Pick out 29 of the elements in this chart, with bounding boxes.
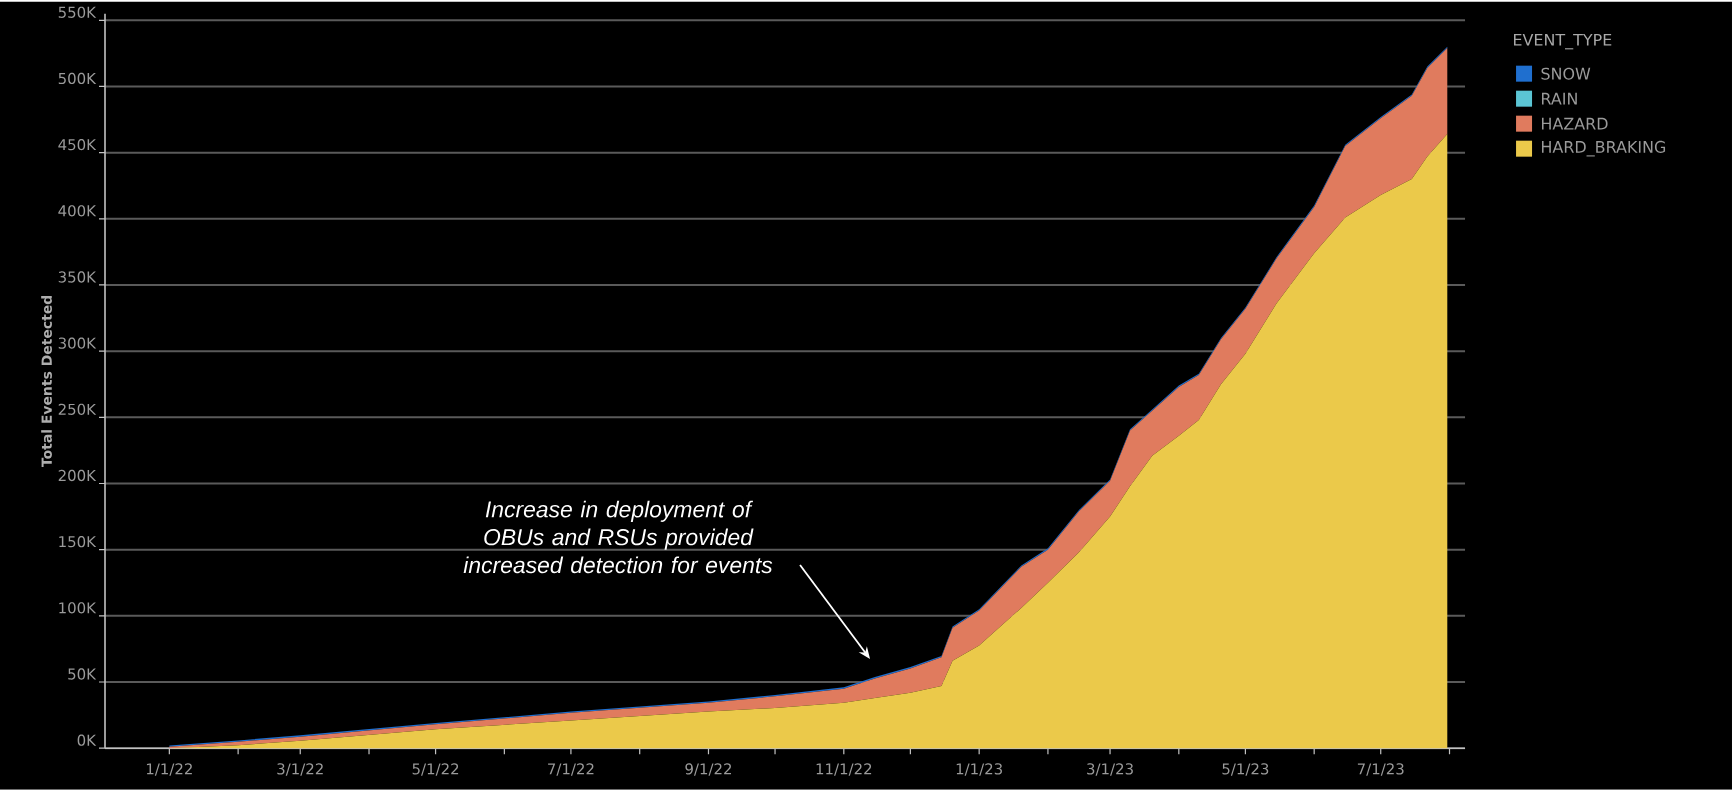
legend-label: HAZARD [1542,118,1608,130]
annotation: Increase in deployment of OBUs and RSUs provided increased detection for events [463,500,773,574]
x-tick-label: 11/1/22 [816,763,872,776]
x-tick-label: 3/1/22 [277,763,323,776]
y-tick-label: 300K [58,337,97,349]
y-tick-label: 100K [59,602,97,614]
y-tick-label: 250K [58,403,97,416]
legend-label: HARD_BRAKING [1542,141,1666,157]
y-axis-title: Total Events Detected [41,296,52,468]
x-tick-label: 1/1/22 [146,763,192,776]
legend-title: EVENT_TYPE [1514,34,1612,50]
x-tick-label: 3/1/23 [1087,763,1133,776]
x-tick-label: 7/1/22 [548,763,594,776]
y-tick-label: 550K [58,6,97,19]
x-tick-label: 1/1/23 [956,763,1002,776]
legend-label: SNOW [1541,67,1591,80]
y-tick-label: 0K [77,734,97,746]
y-tick-label: 400K [58,205,97,217]
y-tick-label: 200K [58,470,97,482]
y-tick-label: 450K [58,139,97,151]
y-tick-label: 50K [68,668,97,680]
y-tick-label: 350K [58,271,97,283]
x-tick-label: 7/1/23 [1357,763,1404,776]
y-tick-label: 150K [59,536,97,548]
x-tick-label: 9/1/22 [685,763,732,776]
x-tick-label: 5/1/22 [412,763,459,776]
legend-label: RAIN [1542,93,1577,105]
x-tick-label: 5/1/23 [1222,763,1269,776]
y-tick-label: 500K [58,72,97,85]
